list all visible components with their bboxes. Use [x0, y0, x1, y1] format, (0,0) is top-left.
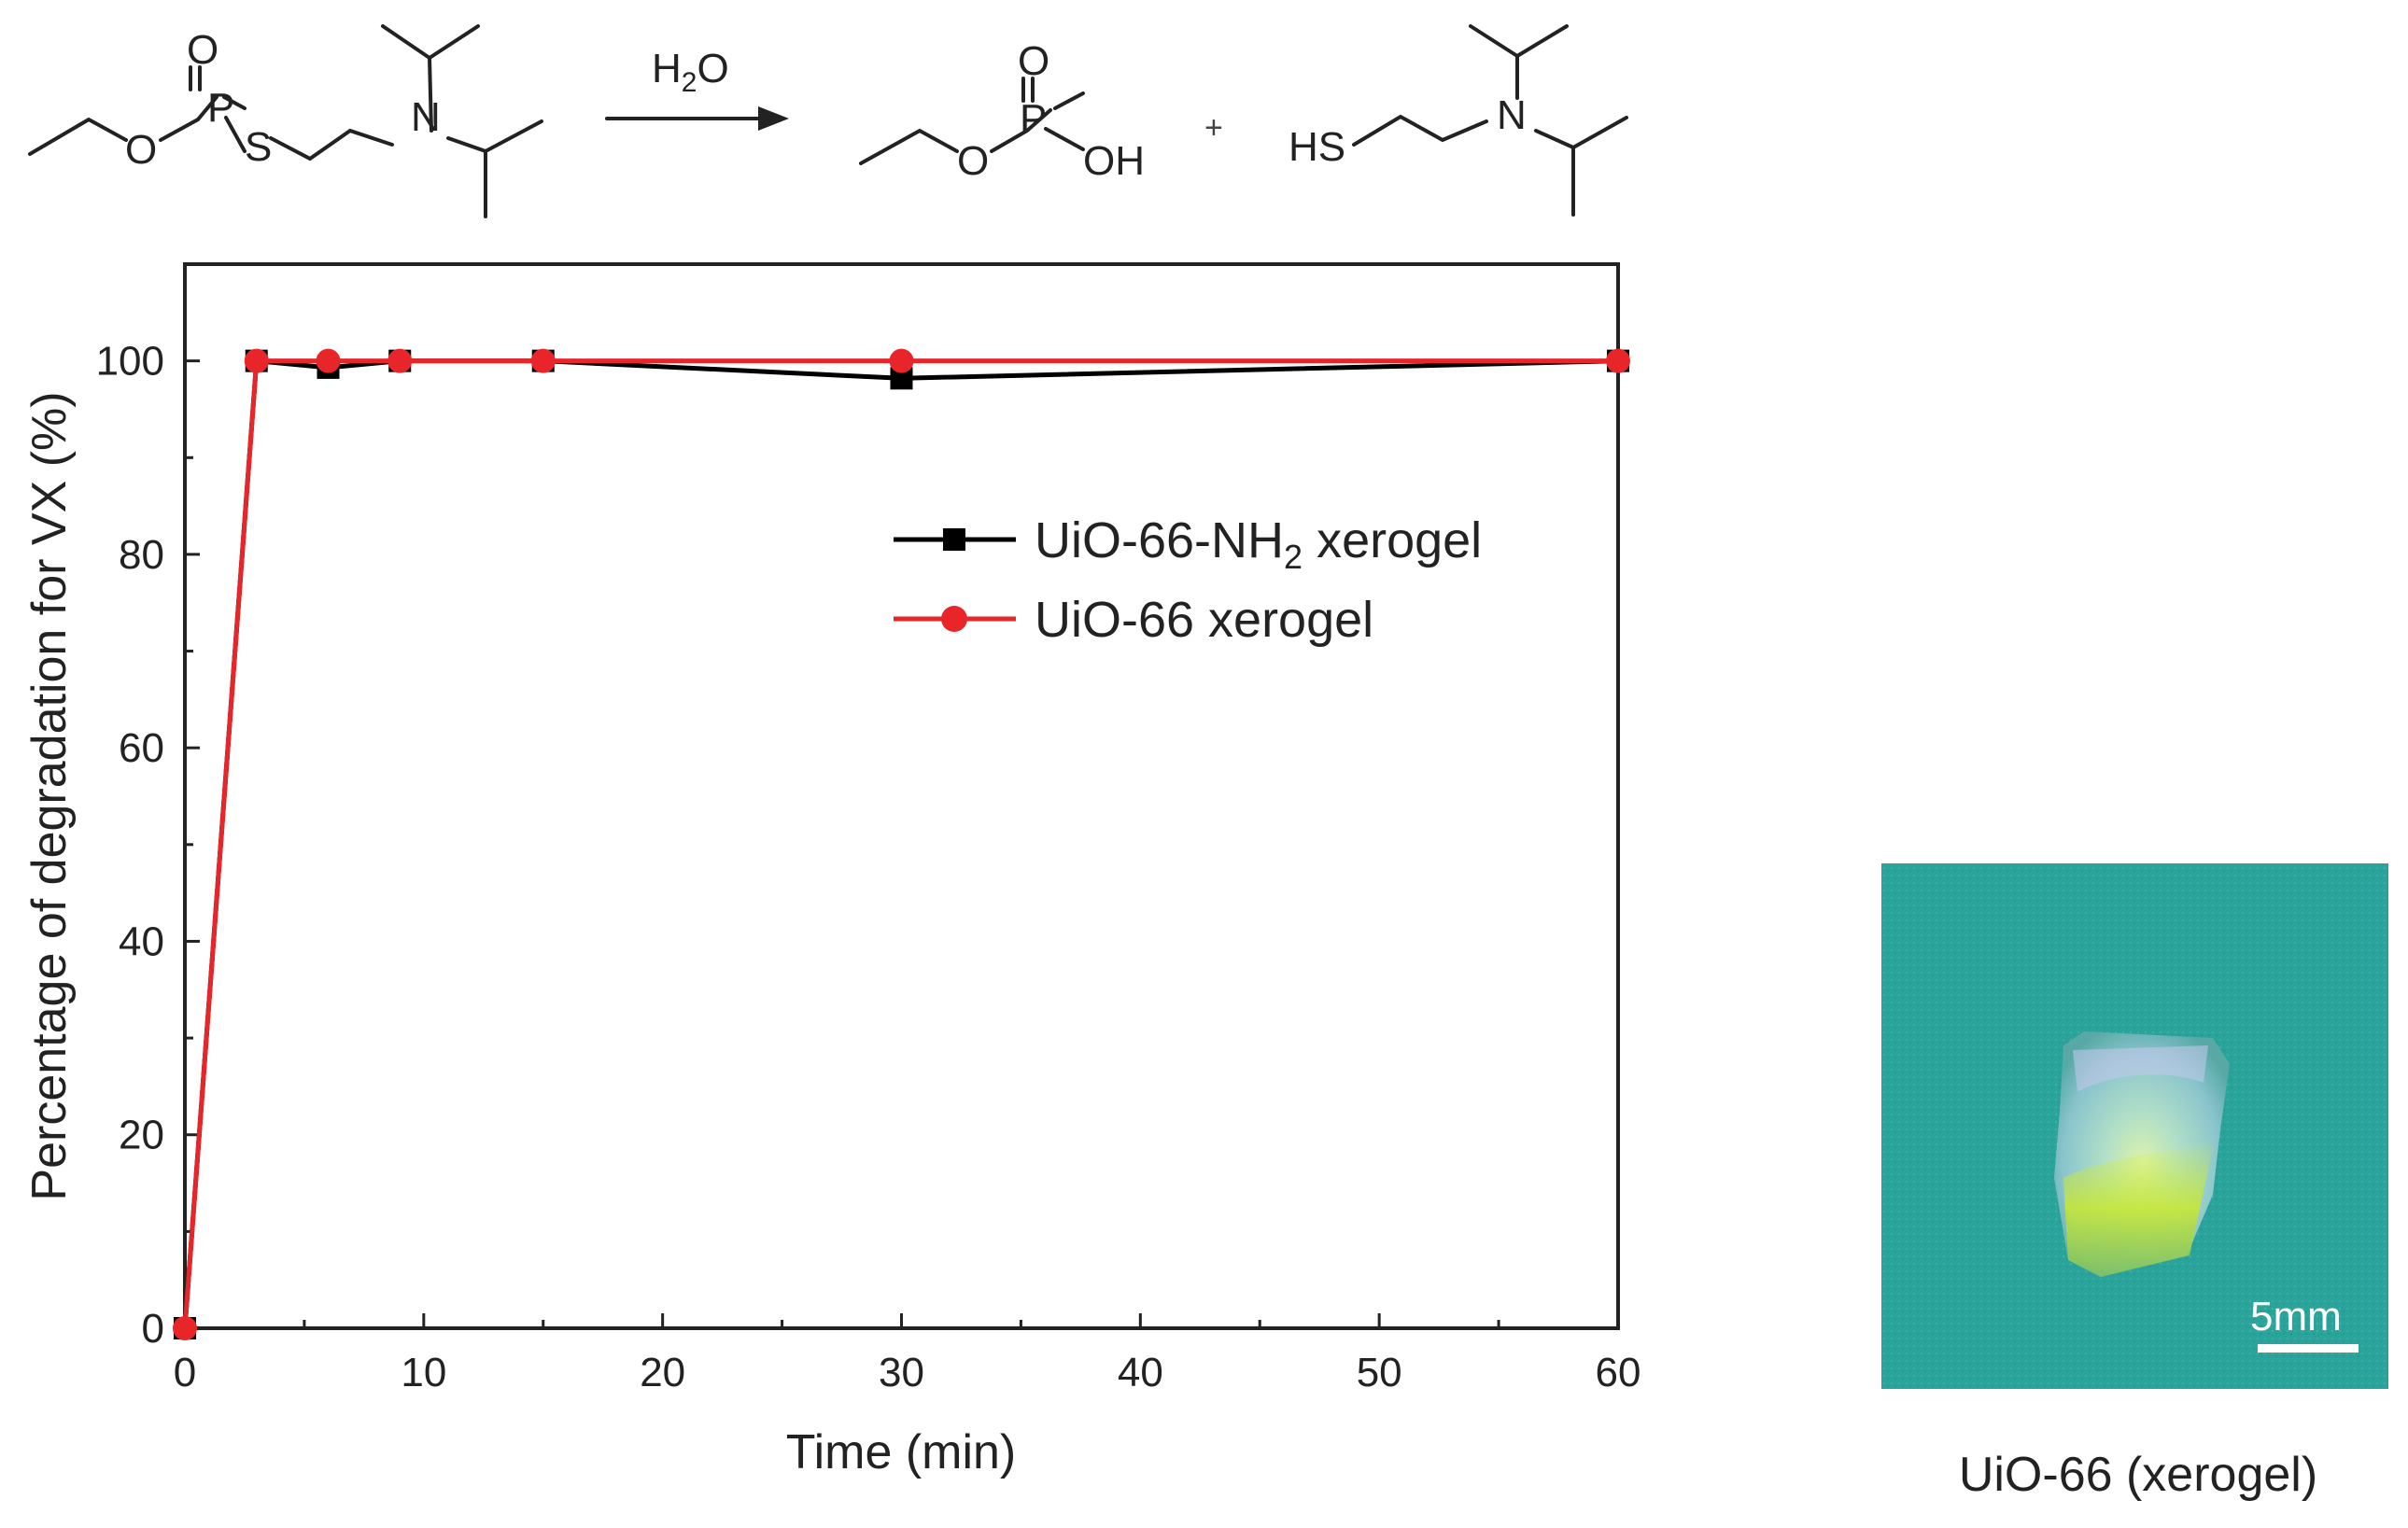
x-tick-label: 20	[640, 1350, 685, 1395]
y-axis-label: Percentage of degradation for VX (%)	[22, 391, 77, 1200]
x-tick-label: 60	[1596, 1350, 1641, 1395]
legend-label-uio66-nh2: UiO-66-NH2 xerogel	[1035, 512, 1482, 576]
y-tick-label: 0	[142, 1306, 164, 1352]
data-point	[889, 348, 914, 373]
legend-label-uio66: UiO-66 xerogel	[1035, 592, 1373, 648]
y-axis: 0 20 40 60 80 100	[96, 262, 200, 1352]
x-tick-label: 40	[1118, 1350, 1163, 1395]
product-atom-labels: O O P OH	[957, 38, 1145, 184]
legend: UiO-66-NH2 xerogel UiO-66 xerogel	[894, 512, 1482, 648]
scale-bar-label: 5mm	[2250, 1294, 2342, 1339]
scale-bar	[2258, 1344, 2359, 1353]
product-ester-oxygen-label: O	[957, 138, 989, 184]
series-layer	[173, 348, 1630, 1340]
vx-atom-labels: O O P S N	[125, 27, 441, 173]
vx-sulfur-label: S	[245, 124, 272, 170]
legend-entry-uio66-nh2: UiO-66-NH2 xerogel	[894, 512, 1482, 576]
xerogel-photo: 5mm	[1881, 863, 2388, 1389]
photo-caption: UiO-66 (xerogel)	[1958, 1448, 2318, 1502]
plot-frame	[183, 262, 1620, 1330]
product-oxygen-label: O	[1018, 38, 1049, 84]
vx-phosphorus-label: P	[207, 85, 234, 131]
vx-ester-oxygen-label: O	[125, 127, 157, 173]
xerogel-highlight	[2073, 1045, 2208, 1092]
product-ethyl-methylphosphonic-acid	[859, 77, 1085, 165]
series-1	[173, 348, 1630, 1340]
thiol-atom-labels: HS N	[1288, 92, 1527, 170]
y-tick-label: 40	[119, 918, 164, 964]
data-point	[173, 1316, 197, 1340]
reagent-label: H2O	[652, 46, 729, 98]
vx-nitrogen-label: N	[411, 94, 441, 140]
series-line	[182, 358, 1619, 1329]
xerogel-yellow-tint	[2063, 1139, 2215, 1277]
reaction-scheme: O O P S N H2O O O P OH +	[28, 24, 1628, 218]
data-point	[244, 348, 269, 373]
x-tick-label: 50	[1357, 1350, 1402, 1395]
product-hydroxyl-label: OH	[1083, 138, 1145, 184]
data-point	[1606, 348, 1630, 373]
y-tick-label: 80	[119, 532, 164, 578]
series-0	[174, 349, 1629, 1339]
y-tick-label: 60	[119, 725, 164, 771]
y-tick-label: 100	[96, 339, 164, 385]
product-thiol-amine	[1352, 24, 1628, 217]
vx-molecule	[28, 24, 543, 218]
data-point	[387, 348, 413, 373]
thiol-nitrogen-label: N	[1497, 92, 1527, 138]
thiol-label: HS	[1288, 124, 1345, 170]
data-point	[316, 348, 341, 373]
data-point	[530, 348, 556, 373]
degradation-chart: 0 10 20 30 40 50 60 0 20 40 60 80 100 Time (min) Pe…	[22, 262, 1641, 1479]
x-tick-label: 0	[174, 1350, 196, 1395]
plus-sign: +	[1204, 110, 1223, 146]
x-axis: 0 10 20 30 40 50 60	[174, 1313, 1641, 1395]
legend-entry-uio66: UiO-66 xerogel	[894, 592, 1373, 648]
x-tick-label: 30	[879, 1350, 924, 1395]
reaction-arrow	[605, 106, 789, 131]
x-tick-label: 10	[401, 1350, 446, 1395]
vx-oxygen-label: O	[187, 27, 218, 73]
x-axis-label: Time (min)	[786, 1425, 1017, 1479]
series-line	[182, 358, 1618, 1329]
product-phosphorus-label: P	[1020, 96, 1047, 142]
y-tick-label: 20	[119, 1113, 164, 1158]
